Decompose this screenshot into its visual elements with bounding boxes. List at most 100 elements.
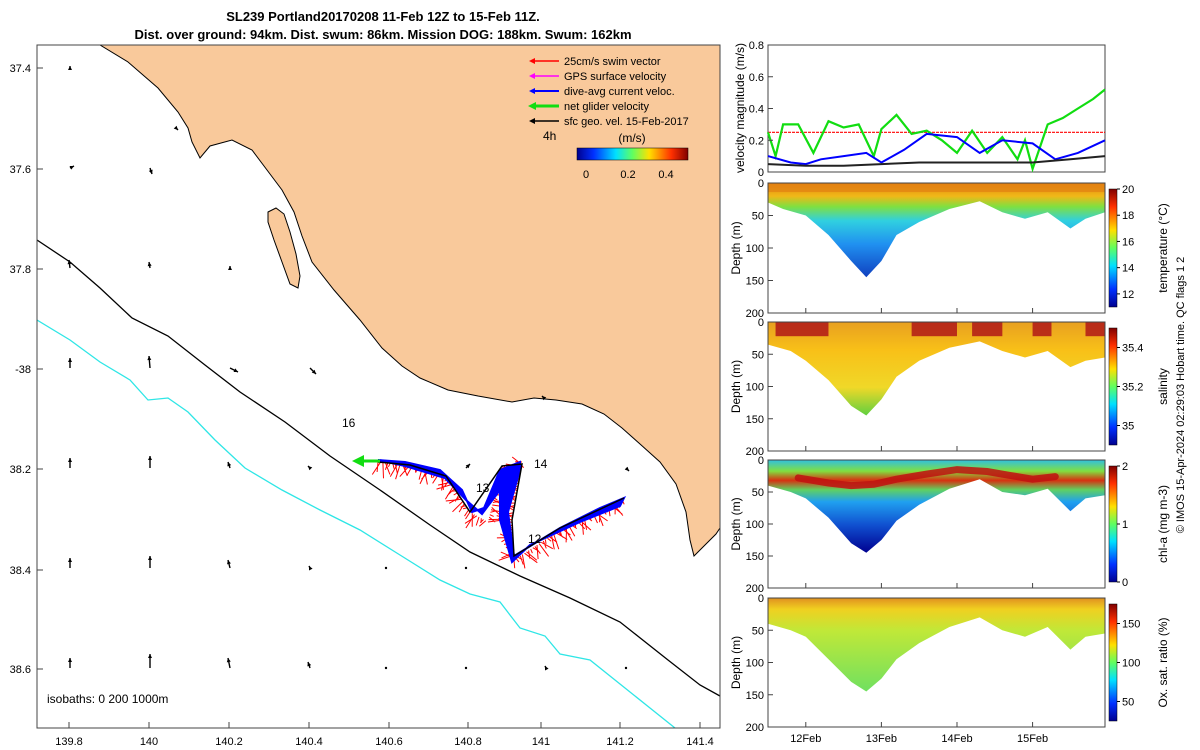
geo-arrow xyxy=(307,465,313,471)
section-panel-salinity: 0 50 100 150 200 Depth (m) 35 35.2 35.4 salinity xyxy=(729,317,1170,458)
geo-arrow xyxy=(68,658,72,668)
map-y-tick-label: 38.4 xyxy=(10,565,31,577)
section-y-tick-label: 50 xyxy=(752,211,764,223)
colorbar-tick-label: 50 xyxy=(1122,697,1134,709)
section-colorbar xyxy=(1108,603,1118,722)
velocity-panel: 0 0.2 0.4 0.6 0.8 velocity magnitude (m/s) xyxy=(733,40,1106,179)
map-y-tick-label: 37.4 xyxy=(10,63,31,75)
section-y-tick-label: 0 xyxy=(758,593,764,605)
sfc-geo-velocity-arrows xyxy=(67,66,630,671)
geo-arrow xyxy=(69,165,75,170)
geo-arrow xyxy=(624,666,628,670)
time-x-tick-label: 13Feb xyxy=(866,733,897,745)
svg-text:GPS surface velocity: GPS surface velocity xyxy=(564,71,667,83)
section-y-tick-label: 150 xyxy=(746,276,764,288)
geo-arrow xyxy=(226,657,231,669)
section-y-tick-label: 50 xyxy=(752,625,764,637)
chl-maximum-band xyxy=(794,466,1059,490)
geo-arrow xyxy=(227,559,231,569)
velocity-y-tick-label: 0.2 xyxy=(749,135,764,147)
map-x-tick-label: 140.8 xyxy=(454,736,482,748)
colorbar-tick-label: 2 xyxy=(1122,461,1128,473)
map-y-tick-label: -38 xyxy=(15,364,31,376)
salinity-surface-high xyxy=(911,322,957,337)
map-legend: 25cm/s swim vector GPS surface velocity … xyxy=(528,56,689,181)
salinity-surface-high xyxy=(972,322,1003,337)
time-labels: 16 14 12 13 xyxy=(342,416,548,546)
velocity-y-tick-label: 0 xyxy=(758,167,764,179)
section-panel-oxygen-saturation: 0 50 100 150 200 Depth (m) 50 100 150 Ox. sat. ra… xyxy=(729,593,1170,734)
velocity-series xyxy=(766,88,1106,173)
isobath-200m xyxy=(37,239,720,697)
legend-4h: 4h xyxy=(543,129,556,143)
section-colorbar xyxy=(1108,327,1118,446)
section-ylabel: Depth (m) xyxy=(729,636,743,689)
map-x-tick-label: 141 xyxy=(532,736,550,748)
section-y-tick-label: 100 xyxy=(746,519,764,531)
svg-text:25cm/s swim vector: 25cm/s swim vector xyxy=(564,56,661,68)
map-x-tick-label: 140 xyxy=(140,736,158,748)
geo-arrow xyxy=(227,461,232,469)
geo-arrow xyxy=(68,66,72,70)
net-track-line xyxy=(377,461,625,558)
legend-gps-velocity: GPS surface velocity xyxy=(529,71,667,83)
map-x-tick-label: 140.4 xyxy=(295,736,323,748)
colorbar-tick-label: 35.2 xyxy=(1122,382,1143,394)
map-axis-ticks: 139.8 140 140.2 140.4 140.6 140.8 141 141.2 141.… xyxy=(10,63,714,748)
velocity-series-line xyxy=(767,132,1106,166)
land-coastline xyxy=(99,45,720,557)
time-label: 14 xyxy=(534,457,548,471)
section-y-tick-label: 150 xyxy=(746,551,764,563)
map-y-tick-label: 38.6 xyxy=(10,664,31,676)
colorbar-tick-label: 14 xyxy=(1122,263,1134,275)
net-glider-velocity-arrowhead xyxy=(352,455,364,467)
glider-track xyxy=(352,455,627,569)
section-y-tick-label: 200 xyxy=(746,446,764,458)
geo-arrow xyxy=(624,466,630,472)
geo-arrow xyxy=(541,395,547,401)
geo-arrow xyxy=(148,654,152,668)
geo-arrow xyxy=(309,367,317,375)
time-label: 16 xyxy=(342,416,356,430)
map-x-tick-label: 140.6 xyxy=(375,736,403,748)
colorbar-label: Ox. sat. ratio (%) xyxy=(1156,617,1170,707)
velocity-y-ticks: 0 0.2 0.4 0.6 0.8 xyxy=(749,40,773,179)
geo-arrow xyxy=(68,558,72,568)
geo-arrow xyxy=(229,367,239,373)
section-y-tick-label: 200 xyxy=(746,722,764,734)
colorbar-tick-label: 150 xyxy=(1122,619,1140,631)
section-y-tick-label: 0 xyxy=(758,178,764,190)
legend-dive-avg: dive-avg current veloc. xyxy=(529,86,675,98)
section-field xyxy=(768,598,1105,692)
geo-arrow xyxy=(464,566,468,570)
map-panel: 139.8 140 140.2 140.4 140.6 140.8 141 141.2 141.… xyxy=(10,44,721,748)
section-ylabel: Depth (m) xyxy=(729,360,743,413)
map-frame xyxy=(36,44,721,729)
section-y-tick-label: 150 xyxy=(746,414,764,426)
svg-text:dive-avg current veloc.: dive-avg current veloc. xyxy=(564,86,675,98)
time-label: 13 xyxy=(476,481,490,495)
colorbar-tick-label: 16 xyxy=(1122,236,1134,248)
map-y-tick-label: 37.8 xyxy=(10,264,31,276)
velocity-y-tick-label: 0.8 xyxy=(749,40,764,52)
speed-colorbar-unit: (m/s) xyxy=(618,131,645,145)
section-y-tick-label: 0 xyxy=(758,455,764,467)
time-x-tick-label: 14Feb xyxy=(941,733,972,745)
map-x-tick-label: 141.2 xyxy=(606,736,634,748)
section-ylabel: Depth (m) xyxy=(729,221,743,274)
geo-arrow xyxy=(148,556,152,568)
colorbar-tick-label: 35.4 xyxy=(1122,343,1143,355)
section-y-tick-label: 50 xyxy=(752,487,764,499)
geo-arrow xyxy=(68,358,72,368)
salinity-surface-high xyxy=(775,322,829,337)
geo-arrow xyxy=(464,666,468,670)
geo-arrow xyxy=(147,355,152,369)
colorbar-label: salinity xyxy=(1156,368,1170,405)
geo-arrow xyxy=(308,565,313,571)
geo-arrow xyxy=(384,566,388,570)
kangaroo-island-like-spit xyxy=(267,207,301,289)
section-y-tick-label: 0 xyxy=(758,317,764,329)
svg-text:net glider velocity: net glider velocity xyxy=(564,101,649,113)
